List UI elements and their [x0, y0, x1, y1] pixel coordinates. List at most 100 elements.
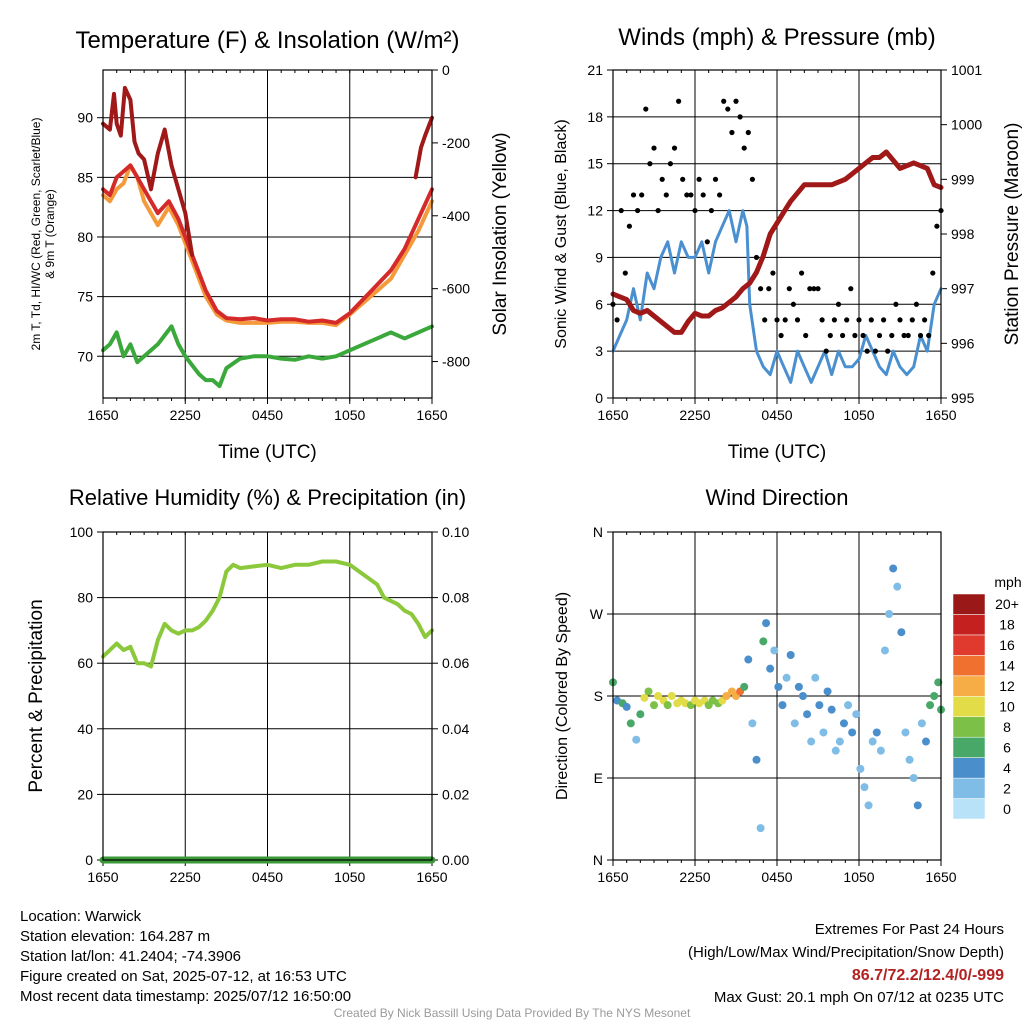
gust-point — [708, 207, 715, 214]
info-latlon: Station lat/lon: 41.2404; -74.3906 — [20, 948, 242, 965]
direction-point — [756, 824, 765, 833]
direction-point — [640, 693, 649, 702]
gust-point — [934, 223, 940, 229]
colorbar-label: 14 — [999, 658, 1015, 674]
direction-point — [930, 692, 939, 700]
gust-point — [651, 145, 657, 151]
gust-point — [630, 192, 637, 198]
gust-point — [663, 192, 669, 198]
y-right-tick-label: 0.06 — [442, 655, 469, 671]
y-tick-label: 85 — [77, 169, 93, 185]
chart-title-humidity: Relative Humidity (%) & Precipitation (i… — [69, 485, 466, 510]
y-right-tick-label: 995 — [951, 390, 975, 406]
direction-point — [856, 764, 865, 773]
gust-point — [835, 301, 842, 307]
gust-point — [618, 207, 624, 214]
gust-point — [872, 348, 879, 354]
gust-point — [815, 286, 821, 292]
gust-point — [926, 332, 932, 339]
gust-point — [762, 317, 768, 323]
direction-point — [650, 701, 658, 710]
y-right-tick-label: 0.10 — [442, 524, 469, 540]
y-right-tick-label: 1001 — [951, 62, 982, 78]
plot-border — [102, 531, 433, 861]
gust-point — [737, 114, 743, 120]
direction-point — [759, 637, 768, 646]
x-tick-label: 1650 — [925, 407, 956, 423]
gust-point — [782, 317, 788, 323]
y-right-tick-label: 0.00 — [442, 852, 469, 868]
direction-point — [839, 719, 848, 728]
y-right-tick-label: 0 — [442, 62, 450, 78]
gust-point — [827, 332, 833, 339]
gust-point — [639, 192, 645, 198]
y-tick-label: 21 — [587, 62, 603, 78]
gust-point — [811, 286, 817, 292]
y-tick-label: 9 — [595, 249, 603, 265]
x-tick-label: 0450 — [252, 869, 283, 885]
series-sonic-wind-line — [611, 209, 943, 384]
x-axis-label: Time (UTC) — [728, 442, 827, 463]
series-pressure-line — [610, 149, 944, 335]
y-tick-label: 75 — [77, 289, 93, 305]
y-tick-label: 70 — [77, 348, 93, 364]
gust-point — [860, 332, 866, 339]
gust-point — [741, 145, 747, 151]
plot-border — [612, 69, 942, 399]
gust-point — [852, 332, 858, 339]
gust-point — [889, 332, 895, 339]
gust-point — [909, 317, 915, 323]
x-tick-label: 2250 — [679, 869, 710, 885]
extremes-legend: (High/Low/Max Wind/Precipitation/Snow De… — [688, 944, 1004, 961]
direction-point — [632, 735, 641, 744]
gust-point — [729, 129, 735, 136]
gust-point — [680, 176, 686, 182]
x-tick-label: 1050 — [843, 869, 874, 885]
direction-point — [823, 687, 832, 696]
gust-point — [790, 301, 797, 307]
y-right-tick-label: 997 — [951, 281, 975, 297]
info-location: Location: Warwick — [20, 908, 142, 925]
y-right-tick-label: -200 — [442, 135, 470, 151]
y-tick-label: 12 — [587, 203, 603, 219]
y-right-tick-label: 996 — [951, 335, 975, 351]
gust-point — [626, 223, 633, 229]
x-tick-label: 1650 — [416, 407, 447, 423]
direction-point — [917, 719, 926, 728]
x-tick-label: 1650 — [87, 407, 118, 423]
y-tick-label: N — [593, 852, 603, 868]
direction-point — [934, 678, 943, 687]
gust-point — [692, 207, 698, 214]
colorbar-label: 0 — [1003, 801, 1011, 817]
gust-point — [840, 332, 846, 339]
gust-point — [684, 192, 690, 198]
info-elevation: Station elevation: 164.287 m — [20, 928, 211, 945]
direction-point — [807, 737, 816, 746]
gust-point — [655, 207, 661, 214]
colorbar-label: 6 — [1003, 739, 1011, 755]
colorbar-label: 8 — [1003, 719, 1011, 735]
gust-point — [704, 239, 710, 245]
direction-point — [848, 728, 857, 737]
gust-point — [643, 106, 649, 112]
colorbar-title: mph — [994, 574, 1021, 590]
series-dewpoint-line — [101, 324, 434, 389]
gust-point — [659, 176, 665, 182]
gust-point — [876, 332, 883, 339]
gust-point — [823, 348, 829, 354]
y-tick-label: 100 — [70, 524, 94, 540]
gust-point — [733, 98, 739, 104]
gust-point — [864, 348, 870, 354]
direction-point — [872, 728, 881, 737]
y-tick-label: W — [590, 606, 604, 622]
colorbar-label: 4 — [1003, 760, 1011, 776]
y-axis-label-line1: 2m T, Td, HI/WC (Red, Green, Scarlet/Blu… — [29, 118, 43, 351]
direction-point — [740, 682, 749, 691]
colorbar-swatch — [952, 798, 986, 820]
direction-point — [654, 692, 663, 700]
x-tick-label: 1650 — [87, 869, 118, 885]
direction-point — [778, 701, 787, 710]
gust-point — [635, 207, 641, 214]
direction-point — [782, 673, 791, 682]
